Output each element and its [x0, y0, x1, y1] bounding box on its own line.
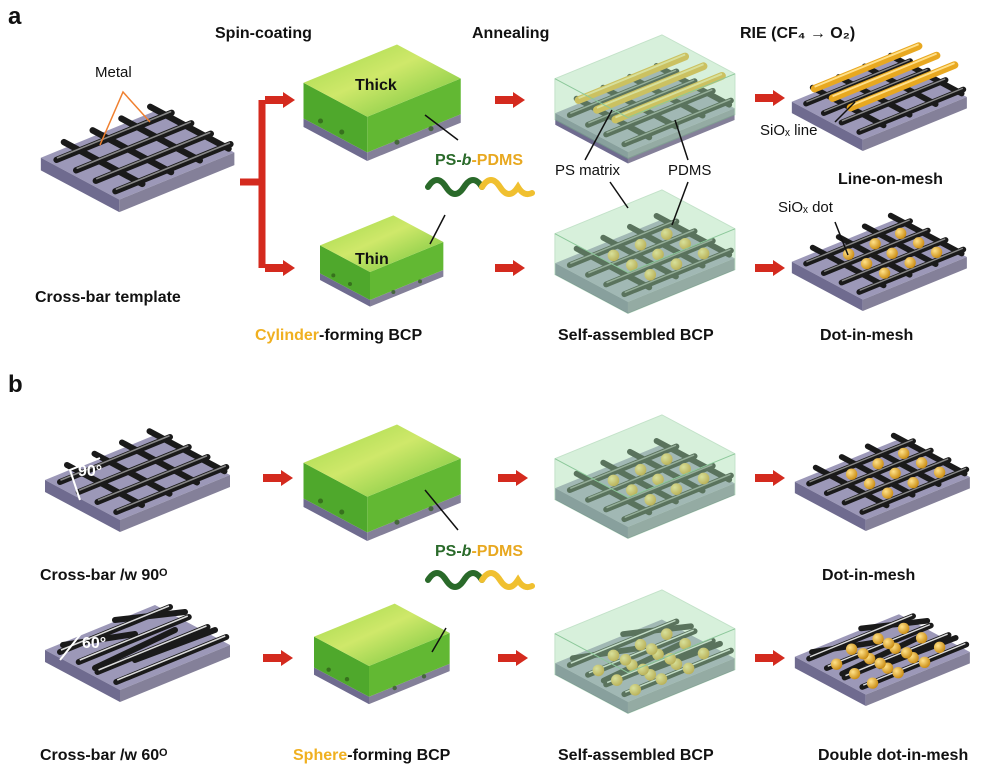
arrow [495, 92, 525, 108]
caption: Double dot-in-mesh [818, 747, 968, 764]
caption: Sphere-forming BCP [293, 747, 451, 764]
polymer-part: -PDMS [471, 152, 523, 169]
branch [240, 100, 266, 268]
film [303, 424, 461, 541]
caption: Dot-in-mesh [822, 567, 915, 584]
annotation: SiOₓ line [760, 122, 817, 139]
annotation: PDMS [668, 162, 711, 179]
arrow [755, 650, 785, 666]
film [314, 603, 450, 705]
arrow [263, 470, 293, 486]
caption: Line-on-mesh [838, 171, 943, 188]
matrix [554, 34, 736, 159]
polymer-chain [428, 180, 532, 194]
step-label: Annealing [472, 25, 549, 42]
angle-label: 60° [82, 635, 106, 652]
matrix [554, 589, 736, 714]
cross-bar-60 [45, 605, 230, 702]
panel-label: a [8, 3, 22, 30]
caption-part: -forming BCP [347, 747, 450, 764]
caption-part: Cylinder [255, 327, 319, 344]
caption-part: -forming BCP [319, 327, 422, 344]
angle-label: 90° [78, 463, 102, 480]
panel-label: b [8, 371, 23, 398]
caption-part: Sphere [293, 747, 347, 764]
polymer-part: PS- [435, 543, 462, 560]
polymer-part: PS- [435, 152, 462, 169]
annotation: SiOₓ dot [778, 199, 834, 216]
arrow [263, 650, 293, 666]
matrix [554, 189, 736, 314]
annotation: PS matrix [555, 162, 621, 179]
thick-film [303, 44, 461, 161]
polymer-part: b [462, 543, 472, 560]
polymer-label: PS-b-PDMS [435, 543, 523, 560]
step-label: Spin-coating [215, 25, 312, 42]
caption: Cross-bar /w 90ᴼ [40, 567, 167, 584]
matrix [554, 414, 736, 539]
cross-bar-template [41, 107, 235, 212]
annotation: Thin [355, 251, 389, 268]
arrow [755, 90, 785, 106]
polymer-label: PS-b-PDMS [435, 152, 523, 169]
annotation: Metal [95, 64, 132, 81]
mesh [792, 216, 967, 311]
annotation: Thick [355, 77, 397, 94]
polymer-chain [428, 573, 532, 587]
arrow [498, 650, 528, 666]
caption: Self-assembled BCP [558, 747, 714, 764]
arrow [265, 260, 295, 276]
arrow [498, 470, 528, 486]
arrow [265, 92, 295, 108]
caption: Dot-in-mesh [820, 327, 913, 344]
arrow [755, 260, 785, 276]
mesh [795, 436, 970, 531]
caption: Cylinder-forming BCP [255, 327, 422, 344]
polymer-part: -PDMS [471, 543, 523, 560]
caption: Cross-bar template [35, 289, 181, 306]
step-label: RIE (CF₄ → O₂) [740, 25, 855, 42]
arrow [755, 470, 785, 486]
cross-bar-90 [45, 431, 230, 532]
caption: Cross-bar /w 60ᴼ [40, 747, 167, 764]
polymer-part: b [462, 152, 472, 169]
caption: Self-assembled BCP [558, 327, 714, 344]
arrow [495, 260, 525, 276]
